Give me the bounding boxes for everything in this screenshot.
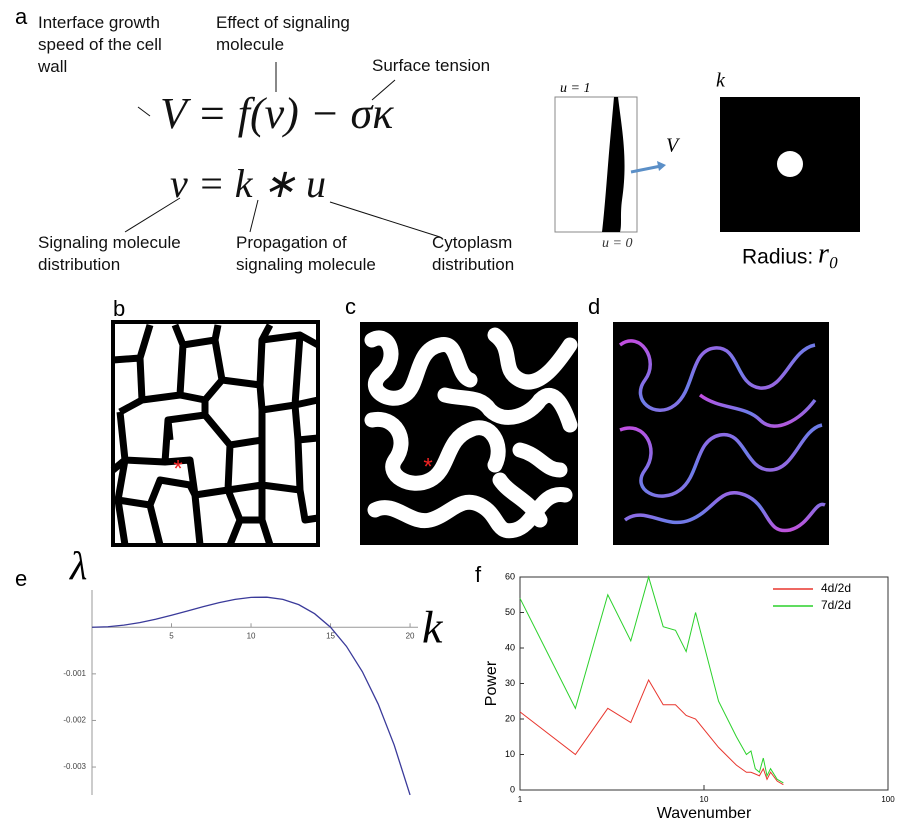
- x-tick-label: 10: [247, 631, 256, 640]
- radius-label: Radius:: [742, 246, 813, 269]
- pattern-blobs: [364, 327, 578, 539]
- annotation: Interface growth speed of the cell wall: [38, 13, 162, 76]
- connector: [249, 199, 259, 233]
- x-tick-label: 15: [326, 631, 335, 640]
- panel-label: f: [475, 562, 482, 587]
- panel-label: b: [113, 296, 125, 321]
- y-tick-label: 40: [505, 642, 515, 652]
- connector: [124, 197, 181, 233]
- domain-box: [554, 96, 638, 233]
- y-tick-label: -0.001: [63, 669, 86, 678]
- x-tick-label: 20: [406, 631, 415, 640]
- velocity-arrow: [630, 164, 662, 174]
- y-tick-label: 10: [505, 749, 515, 759]
- data-line: [91, 596, 411, 796]
- cell-walls: [110, 323, 320, 547]
- marker: *: [423, 453, 432, 480]
- connector: [137, 106, 151, 117]
- legend-label: 4d/2d: [821, 581, 851, 595]
- annotation: Signaling molecule distribution: [38, 233, 181, 274]
- arrow-head: [657, 161, 666, 171]
- data-line: [519, 678, 784, 786]
- annotation: Propagation of signaling molecule: [236, 233, 376, 274]
- x-tick-label: 100: [881, 795, 895, 804]
- y-tick-label: 0: [510, 784, 515, 794]
- panel-label: d: [588, 294, 600, 319]
- y-tick-label: -0.002: [63, 716, 86, 725]
- marker: *: [173, 455, 182, 482]
- y-axis-label: λ: [69, 543, 87, 588]
- boundary-label: u = 0: [602, 236, 632, 251]
- kernel-disc: [777, 151, 803, 177]
- boundary-label: u = 1: [560, 81, 590, 96]
- contours: [618, 339, 826, 533]
- kernel-label: k: [716, 70, 726, 92]
- equation: v = k ∗ u: [170, 161, 327, 206]
- interface-band: [602, 97, 625, 232]
- radius-symbol: r₀: [818, 238, 839, 269]
- equation: V = f(v) − σκ: [160, 89, 394, 138]
- y-axis-label: Power: [483, 660, 500, 706]
- y-tick-label: 20: [505, 713, 515, 723]
- y-tick-label: 30: [505, 678, 515, 688]
- x-axis-label: k: [422, 602, 444, 653]
- connector: [329, 201, 441, 238]
- x-tick-label: 1: [518, 795, 523, 804]
- panel-label: c: [345, 294, 356, 319]
- panel-label: e: [15, 566, 27, 591]
- y-tick-label: 60: [505, 571, 515, 581]
- y-tick-label: 50: [505, 607, 515, 617]
- x-axis-label: Wavenumber: [657, 805, 752, 822]
- velocity-label: V: [666, 135, 681, 157]
- panel-label: a: [15, 4, 28, 29]
- x-tick-label: 5: [169, 631, 174, 640]
- connector: [371, 79, 396, 101]
- annotation: Surface tension: [372, 56, 491, 75]
- annotation: Cytoplasm distribution: [432, 233, 515, 274]
- y-tick-label: -0.003: [63, 762, 86, 771]
- x-tick-label: 10: [700, 795, 709, 804]
- annotation: Effect of signaling molecule: [216, 13, 350, 54]
- legend-label: 7d/2d: [821, 598, 851, 612]
- connectors: [124, 62, 441, 238]
- data-line: [519, 575, 784, 784]
